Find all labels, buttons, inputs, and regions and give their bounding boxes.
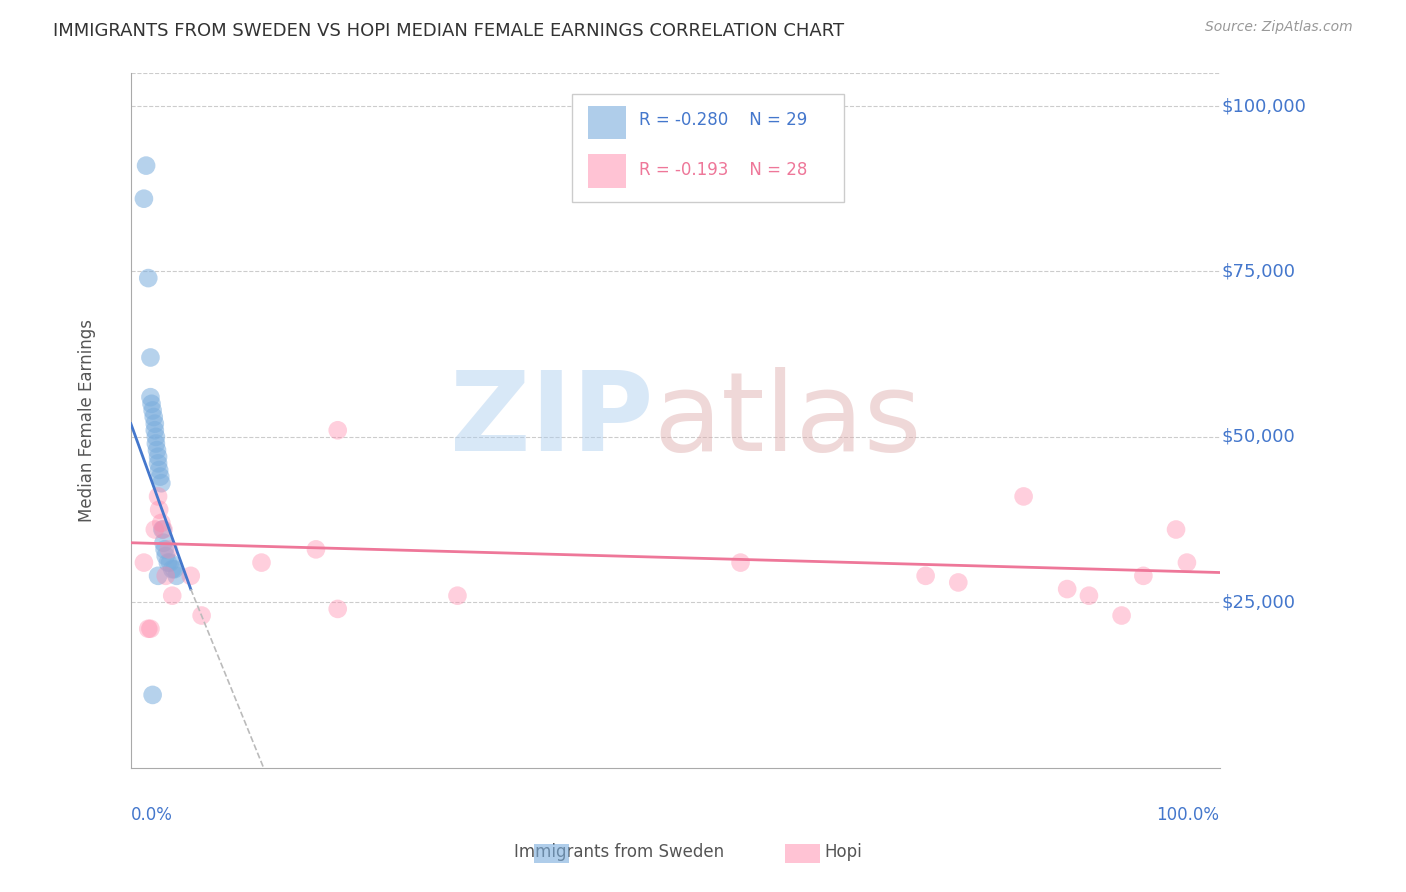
Point [143,523,166,537]
Point [132,556,155,570]
Point [150,516,173,530]
Text: atlas: atlas [654,367,922,474]
Point [152,535,174,549]
Point [159,556,181,570]
Point [146,456,169,470]
Point [139,351,162,365]
Point [1056,582,1078,596]
Point [305,542,328,557]
Point [157,542,180,557]
Point [143,423,166,437]
Point [1132,569,1154,583]
Point [914,569,936,583]
Text: IMMIGRANTS FROM SWEDEN VS HOPI MEDIAN FEMALE EARNINGS CORRELATION CHART: IMMIGRANTS FROM SWEDEN VS HOPI MEDIAN FE… [53,22,845,40]
Point [136,271,159,285]
Point [156,556,179,570]
Point [155,569,177,583]
Text: Median Female Earnings: Median Female Earnings [79,318,96,522]
Point [190,608,212,623]
Point [326,423,349,437]
Point [166,569,188,583]
FancyBboxPatch shape [588,154,626,187]
Point [146,490,169,504]
Point [163,562,186,576]
Point [160,589,183,603]
Text: R = -0.280    N = 29: R = -0.280 N = 29 [640,112,807,129]
FancyBboxPatch shape [588,105,626,139]
Point [148,502,170,516]
Point [730,556,752,570]
Point [149,469,172,483]
Point [139,622,162,636]
Point [1164,523,1187,537]
Point [148,463,170,477]
Point [326,602,349,616]
Point [150,476,173,491]
Point [145,436,167,450]
Point [948,575,970,590]
Point [142,410,165,425]
Text: Hopi: Hopi [825,843,862,861]
Point [250,556,273,570]
Point [141,397,163,411]
Point [146,443,169,458]
Point [152,523,174,537]
Text: $50,000: $50,000 [1222,428,1295,446]
Text: $100,000: $100,000 [1222,97,1306,115]
Point [136,622,159,636]
Point [139,390,162,404]
Point [142,688,165,702]
Point [146,569,169,583]
Point [1175,556,1198,570]
Text: Immigrants from Sweden: Immigrants from Sweden [513,843,724,861]
FancyBboxPatch shape [572,94,844,202]
Text: 100.0%: 100.0% [1157,805,1219,824]
Point [145,430,167,444]
Point [142,403,165,417]
Text: ZIP: ZIP [450,367,654,474]
Point [146,450,169,464]
Text: Source: ZipAtlas.com: Source: ZipAtlas.com [1205,20,1353,34]
Point [153,542,176,557]
Point [446,589,468,603]
Point [160,562,183,576]
Point [132,192,155,206]
Text: $75,000: $75,000 [1222,262,1296,280]
Text: $25,000: $25,000 [1222,593,1296,611]
Point [152,523,174,537]
Text: R = -0.193    N = 28: R = -0.193 N = 28 [640,161,807,179]
Point [155,549,177,563]
Point [143,417,166,431]
Point [135,159,157,173]
Point [1077,589,1099,603]
Point [1012,490,1035,504]
Text: 0.0%: 0.0% [131,805,173,824]
Point [180,569,202,583]
Point [1111,608,1133,623]
